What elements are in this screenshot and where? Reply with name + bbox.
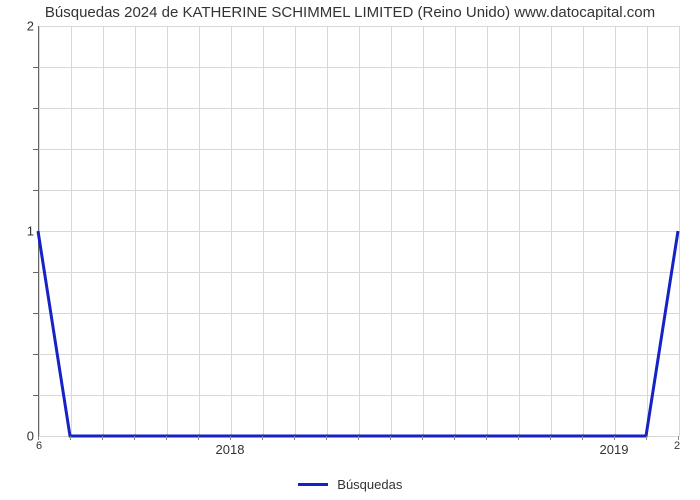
legend-label: Búsquedas [337, 477, 402, 492]
x-minor-tick [550, 436, 551, 440]
x-minor-tick [70, 436, 71, 440]
x-minor-tick [134, 436, 135, 440]
y-minor-tick [33, 108, 38, 109]
x-minor-tick [294, 436, 295, 440]
x-minor-tick [486, 436, 487, 440]
x-minor-tick [230, 436, 231, 440]
y-axis-label: 2 [4, 19, 34, 34]
x-axis-year-label: 2018 [216, 442, 245, 457]
x-minor-tick [358, 436, 359, 440]
x-axis-year-label: 2019 [600, 442, 629, 457]
legend-swatch [298, 483, 328, 486]
x-minor-tick [198, 436, 199, 440]
x-minor-tick [454, 436, 455, 440]
x-minor-tick [166, 436, 167, 440]
line-layer [38, 26, 678, 436]
series-line [38, 231, 678, 436]
x-minor-tick [582, 436, 583, 440]
x-minor-tick [614, 436, 615, 440]
chart-container: Búsquedas 2024 de KATHERINE SCHIMMEL LIM… [0, 0, 700, 500]
y-minor-tick [33, 190, 38, 191]
y-minor-tick [33, 313, 38, 314]
x-minor-tick [518, 436, 519, 440]
y-minor-tick [33, 395, 38, 396]
y-axis-label: 1 [4, 224, 34, 239]
x-minor-tick [326, 436, 327, 440]
x-minor-tick [262, 436, 263, 440]
x-corner-left: 6 [36, 440, 42, 452]
x-corner-right: 2 [674, 440, 680, 452]
x-minor-tick [422, 436, 423, 440]
gridline-vertical [679, 26, 680, 436]
x-minor-tick [102, 436, 103, 440]
y-minor-tick [33, 272, 38, 273]
y-minor-tick [33, 354, 38, 355]
legend: Búsquedas [0, 476, 700, 492]
y-minor-tick [33, 149, 38, 150]
y-axis-label: 0 [4, 429, 34, 444]
y-minor-tick [33, 67, 38, 68]
x-minor-tick [390, 436, 391, 440]
chart-title: Búsquedas 2024 de KATHERINE SCHIMMEL LIM… [0, 4, 700, 21]
x-minor-tick [646, 436, 647, 440]
